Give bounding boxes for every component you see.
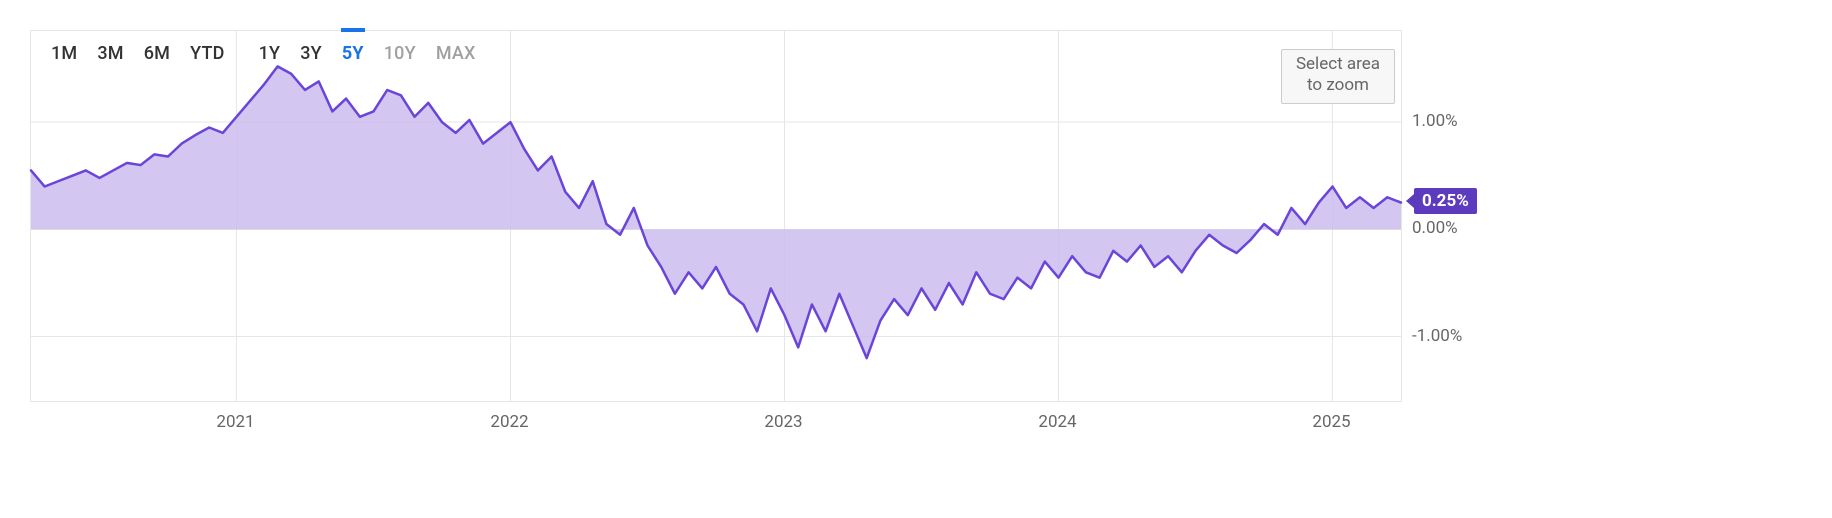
range-btn-label: 10Y: [384, 43, 416, 64]
range-btn-1m[interactable]: 1M: [41, 39, 87, 68]
range-btn-label: MAX: [436, 43, 476, 64]
range-btn-label: 6M: [144, 43, 170, 64]
zoom-hint-line1: Select area: [1296, 54, 1380, 75]
range-btn-label: 1M: [51, 43, 77, 64]
x-tick-label: 2022: [490, 412, 528, 432]
range-btn-1y[interactable]: 1Y: [249, 39, 291, 68]
range-btn-label: 5Y: [342, 43, 364, 64]
range-btn-max: MAX: [426, 39, 486, 68]
y-tick-label: -1.00%: [1412, 326, 1462, 346]
current-value-flag: 0.25%: [1414, 188, 1477, 214]
chart-container: 1M 3M 6M YTD 1Y 3Y 5Y 10Y MAX Select area to zoo…: [0, 0, 1832, 518]
zoom-hint-line2: to zoom: [1296, 75, 1380, 96]
range-btn-label: 3Y: [300, 43, 322, 64]
chart-svg: [31, 31, 1401, 401]
range-btn-5y[interactable]: 5Y: [332, 39, 374, 68]
x-tick-label: 2025: [1312, 412, 1350, 432]
x-tick-label: 2024: [1038, 412, 1076, 432]
range-btn-label: 3M: [97, 43, 123, 64]
range-btn-ytd[interactable]: YTD: [180, 39, 234, 68]
range-btn-label: 1Y: [259, 43, 281, 64]
zoom-hint: Select area to zoom: [1281, 49, 1395, 104]
range-btn-3m[interactable]: 3M: [87, 39, 133, 68]
y-tick-label: 0.00%: [1412, 218, 1458, 238]
x-tick-label: 2023: [764, 412, 802, 432]
range-btn-10y: 10Y: [374, 39, 426, 68]
range-btn-3y[interactable]: 3Y: [290, 39, 332, 68]
plot-area[interactable]: 1M 3M 6M YTD 1Y 3Y 5Y 10Y MAX Select area to zoo…: [30, 30, 1402, 402]
range-btn-label: YTD: [190, 43, 224, 64]
y-tick-label: 1.00%: [1412, 111, 1458, 131]
range-btn-6m[interactable]: 6M: [134, 39, 180, 68]
x-tick-label: 2021: [216, 412, 254, 432]
range-selector: 1M 3M 6M YTD 1Y 3Y 5Y 10Y MAX: [41, 39, 486, 68]
